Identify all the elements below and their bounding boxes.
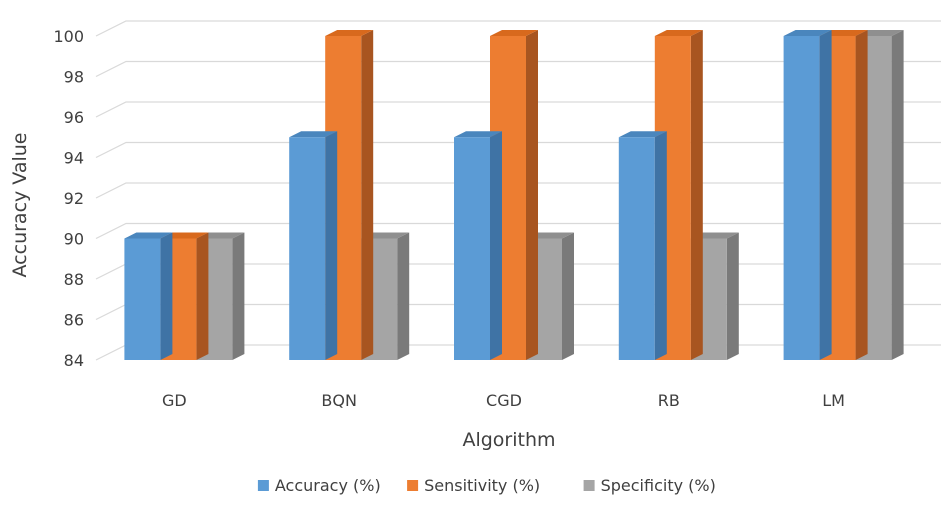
bar-side bbox=[160, 232, 173, 360]
legend-swatch bbox=[583, 480, 595, 491]
y-tick-label: 92 bbox=[64, 189, 84, 208]
legend-label: Sensitivity (%) bbox=[424, 476, 540, 495]
y-tick-label: 88 bbox=[64, 270, 84, 289]
y-axis-title: Accuracy Value bbox=[9, 133, 31, 278]
y-tick-label: 84 bbox=[64, 351, 84, 370]
bar-front bbox=[618, 137, 655, 360]
bar-top bbox=[325, 30, 374, 36]
bar bbox=[618, 131, 667, 360]
bar-side bbox=[891, 30, 904, 360]
bar-side bbox=[819, 30, 832, 360]
bar-top bbox=[454, 131, 502, 138]
bar bbox=[124, 232, 173, 360]
bar-side bbox=[490, 131, 502, 360]
x-tick-label: RB bbox=[658, 391, 680, 410]
bar-top bbox=[124, 232, 173, 239]
bar-side bbox=[397, 232, 410, 360]
y-axis-ticks: 84 86 88 90 92 94 96 98 100 bbox=[53, 27, 84, 370]
bar-top bbox=[783, 30, 832, 36]
y-tick-label: 86 bbox=[64, 311, 84, 330]
bar-side bbox=[196, 232, 209, 360]
x-axis-title: Algorithm bbox=[462, 429, 555, 451]
bar-side bbox=[325, 131, 338, 360]
legend: Accuracy (%) Sensitivity (%) Specificity (… bbox=[257, 476, 716, 495]
legend-item: Accuracy (%) bbox=[257, 476, 381, 495]
y-tick-label: 90 bbox=[64, 230, 84, 249]
bar-front bbox=[124, 238, 161, 360]
bar-side bbox=[690, 30, 703, 360]
legend-label: Accuracy (%) bbox=[275, 476, 381, 495]
legend-item: Sensitivity (%) bbox=[407, 476, 540, 495]
bar bbox=[654, 30, 703, 360]
legend-item: Specificity (%) bbox=[583, 476, 716, 495]
bar-side bbox=[562, 232, 574, 360]
bar-front bbox=[783, 36, 820, 360]
bar bbox=[454, 131, 502, 360]
bar-top bbox=[618, 131, 667, 138]
grid-lines bbox=[95, 20, 941, 361]
grid-line bbox=[95, 20, 941, 37]
bar-top bbox=[654, 30, 703, 36]
bar bbox=[289, 131, 338, 360]
bar-side bbox=[232, 232, 245, 360]
bar-side bbox=[361, 30, 374, 360]
legend-swatch bbox=[407, 480, 419, 491]
y-tick-label: 94 bbox=[64, 149, 84, 168]
bar-side bbox=[726, 232, 739, 360]
x-tick-label: BQN bbox=[321, 391, 357, 410]
x-tick-label: CGD bbox=[486, 391, 522, 410]
bar-side bbox=[526, 30, 538, 360]
bar-side bbox=[855, 30, 868, 360]
bar-top bbox=[289, 131, 338, 138]
y-tick-label: 100 bbox=[53, 27, 84, 46]
x-tick-label: LM bbox=[822, 391, 845, 410]
bars bbox=[124, 30, 904, 360]
legend-label: Specificity (%) bbox=[601, 476, 716, 495]
bar bbox=[783, 30, 832, 360]
legend-swatch bbox=[257, 480, 269, 491]
x-axis-ticks: GD BQN CGD RB LM bbox=[162, 391, 845, 410]
y-tick-label: 96 bbox=[64, 108, 84, 127]
x-tick-label: GD bbox=[162, 391, 187, 410]
bar-front bbox=[454, 137, 490, 360]
bar-side bbox=[654, 131, 667, 360]
bar-top bbox=[490, 30, 538, 36]
bar-front bbox=[289, 137, 326, 360]
y-tick-label: 98 bbox=[64, 68, 84, 87]
